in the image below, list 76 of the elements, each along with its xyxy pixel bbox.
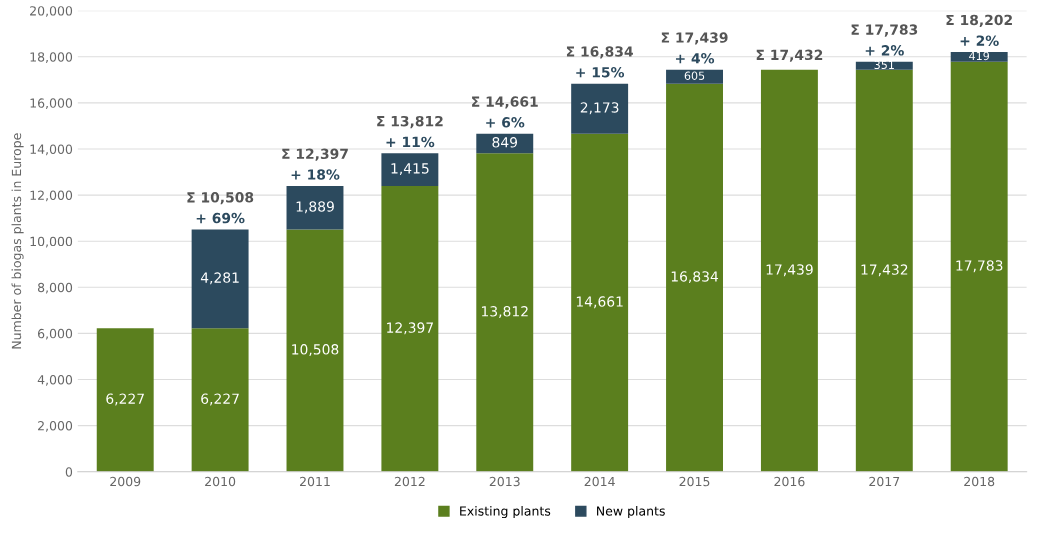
bar bbox=[381, 185, 439, 472]
bar bbox=[760, 69, 818, 472]
x-tick-label: 2015 bbox=[679, 476, 710, 487]
x-tick-label: 2014 bbox=[584, 476, 615, 487]
total-label: Σ 13,812 bbox=[377, 115, 443, 129]
bar bbox=[855, 69, 913, 472]
data-label: 351 bbox=[874, 60, 894, 70]
y-tick-label: 0 bbox=[65, 467, 73, 477]
bar bbox=[476, 153, 534, 472]
total-label: Σ 18,202 bbox=[946, 14, 1012, 27]
bar bbox=[286, 229, 344, 472]
annotation: + 6% bbox=[486, 117, 525, 128]
total-label: Σ 14,661 bbox=[472, 96, 538, 109]
data-label: 14,661 bbox=[576, 296, 623, 309]
legend-label: Existing plants bbox=[460, 506, 551, 519]
bar bbox=[950, 52, 1008, 62]
data-label: 4,281 bbox=[200, 272, 239, 285]
bar bbox=[950, 61, 1008, 472]
y-tick-label: 12,000 bbox=[30, 190, 73, 202]
bar bbox=[571, 83, 629, 134]
legend-label: New plants bbox=[597, 506, 665, 519]
bar bbox=[666, 83, 723, 472]
data-label: 17,439 bbox=[766, 264, 813, 277]
total-label: Σ 17,439 bbox=[661, 32, 728, 45]
data-label: 849 bbox=[492, 137, 518, 148]
data-label: 1,889 bbox=[296, 201, 334, 214]
data-label: 12,397 bbox=[387, 322, 433, 335]
data-label: 6,227 bbox=[106, 393, 144, 406]
x-tick-label: 2013 bbox=[489, 476, 520, 487]
data-label: 17,432 bbox=[861, 264, 908, 277]
data-label: 10,508 bbox=[292, 344, 339, 357]
x-tick-label: 2012 bbox=[394, 476, 425, 487]
y-tick-label: 10,000 bbox=[30, 236, 73, 248]
x-tick-label: 2016 bbox=[774, 476, 805, 487]
annotation: + 2% bbox=[865, 45, 904, 56]
total-label: Σ 17,783 bbox=[851, 24, 918, 37]
annotation: + 11% bbox=[386, 136, 435, 148]
bar bbox=[191, 328, 249, 472]
data-label: 605 bbox=[684, 71, 705, 80]
annotation: + 4% bbox=[675, 53, 715, 64]
data-label: 6,227 bbox=[201, 393, 239, 406]
y-tick-label: 18,000 bbox=[30, 52, 73, 63]
bar bbox=[191, 229, 249, 329]
y-tick-label: 16,000 bbox=[30, 98, 73, 110]
bar bbox=[855, 61, 913, 70]
y-tick-label: 8,000 bbox=[37, 282, 73, 294]
total-label: Σ 17,432 bbox=[756, 49, 823, 62]
data-label: 13,812 bbox=[481, 306, 528, 318]
y-axis-title: Number of biogas plants in Europe bbox=[11, 133, 24, 349]
x-tick-label: 2011 bbox=[300, 476, 330, 487]
bar bbox=[666, 69, 723, 84]
y-tick-label: 6,000 bbox=[38, 328, 73, 340]
annotation: + 18% bbox=[291, 169, 340, 180]
total-label: Σ 10,508 bbox=[187, 192, 254, 205]
y-tick-label: 14,000 bbox=[30, 144, 73, 156]
data-label: 17,783 bbox=[956, 260, 1003, 273]
bar bbox=[571, 133, 629, 472]
bar bbox=[286, 185, 344, 230]
x-tick-label: 2017 bbox=[869, 476, 900, 487]
x-tick-label: 2009 bbox=[110, 476, 141, 487]
y-tick-label: 4,000 bbox=[37, 374, 73, 386]
bar bbox=[96, 328, 154, 472]
x-tick-label: 2018 bbox=[964, 476, 995, 487]
data-label: 419 bbox=[969, 51, 990, 61]
annotation: + 15% bbox=[576, 66, 625, 78]
x-tick-label: 2010 bbox=[205, 476, 236, 487]
data-label: 1,415 bbox=[391, 163, 429, 176]
data-label: 2,173 bbox=[580, 102, 619, 115]
annotation: + 2% bbox=[960, 35, 999, 46]
total-label: Σ 16,834 bbox=[566, 46, 633, 59]
bar bbox=[381, 153, 439, 186]
annotation: + 69% bbox=[196, 212, 245, 224]
y-tick-label: 20,000 bbox=[30, 6, 73, 17]
total-label: Σ 12,397 bbox=[282, 148, 348, 161]
data-label: 16,834 bbox=[671, 271, 719, 284]
y-tick-label: 2,000 bbox=[38, 421, 73, 432]
